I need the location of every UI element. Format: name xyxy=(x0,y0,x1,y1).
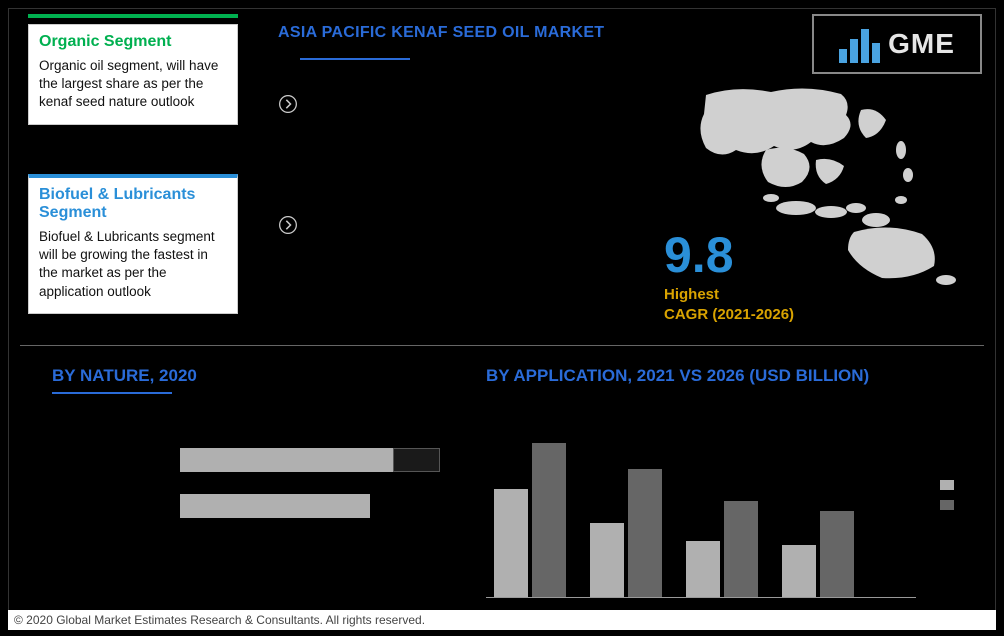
logo-text: GME xyxy=(888,28,955,60)
segment-organic-body: Organic oil segment, will have the large… xyxy=(39,57,227,112)
by-nature-title: BY NATURE, 2020 xyxy=(52,366,197,386)
chevron-icon xyxy=(278,215,298,240)
segment-biofuel-box: Biofuel & Lubricants Segment Biofuel & L… xyxy=(28,174,238,314)
chevron-icon xyxy=(278,94,298,119)
page-title-underline xyxy=(300,58,410,60)
segment-organic-title: Organic Segment xyxy=(39,33,227,51)
legend-swatch-2021 xyxy=(940,480,954,490)
copyright-text: © 2020 Global Market Estimates Research … xyxy=(8,610,996,630)
top-accent-bar xyxy=(28,14,238,18)
segment-organic-box: Organic Segment Organic oil segment, wil… xyxy=(28,24,238,125)
logo-bars-icon xyxy=(839,25,880,63)
cagr-highest-label: Highest xyxy=(664,286,719,303)
by-nature-underline xyxy=(52,392,172,394)
application-bar-group xyxy=(494,443,566,597)
application-legend xyxy=(940,480,954,510)
segment-biofuel-title: Biofuel & Lubricants Segment xyxy=(39,186,227,222)
nature-bar-row xyxy=(180,444,430,476)
legend-swatch-2026 xyxy=(940,500,954,510)
by-nature-chart xyxy=(60,430,430,560)
nature-bar-row xyxy=(180,490,430,522)
application-bar-group xyxy=(782,511,854,597)
application-bar-group xyxy=(590,469,662,597)
cagr-value: 9.8 xyxy=(664,226,734,284)
horizontal-divider xyxy=(20,345,984,346)
page-title: ASIA PACIFIC KENAF SEED OIL MARKET xyxy=(278,24,604,42)
application-bar-group xyxy=(686,501,758,597)
by-application-title: BY APPLICATION, 2021 VS 2026 (USD BILLIO… xyxy=(486,366,869,386)
by-application-chart xyxy=(486,408,916,598)
company-logo: GME xyxy=(812,14,982,74)
segment-biofuel-body: Biofuel & Lubricants segment will be gro… xyxy=(39,228,227,301)
cagr-years-label: CAGR (2021-2026) xyxy=(664,306,794,323)
